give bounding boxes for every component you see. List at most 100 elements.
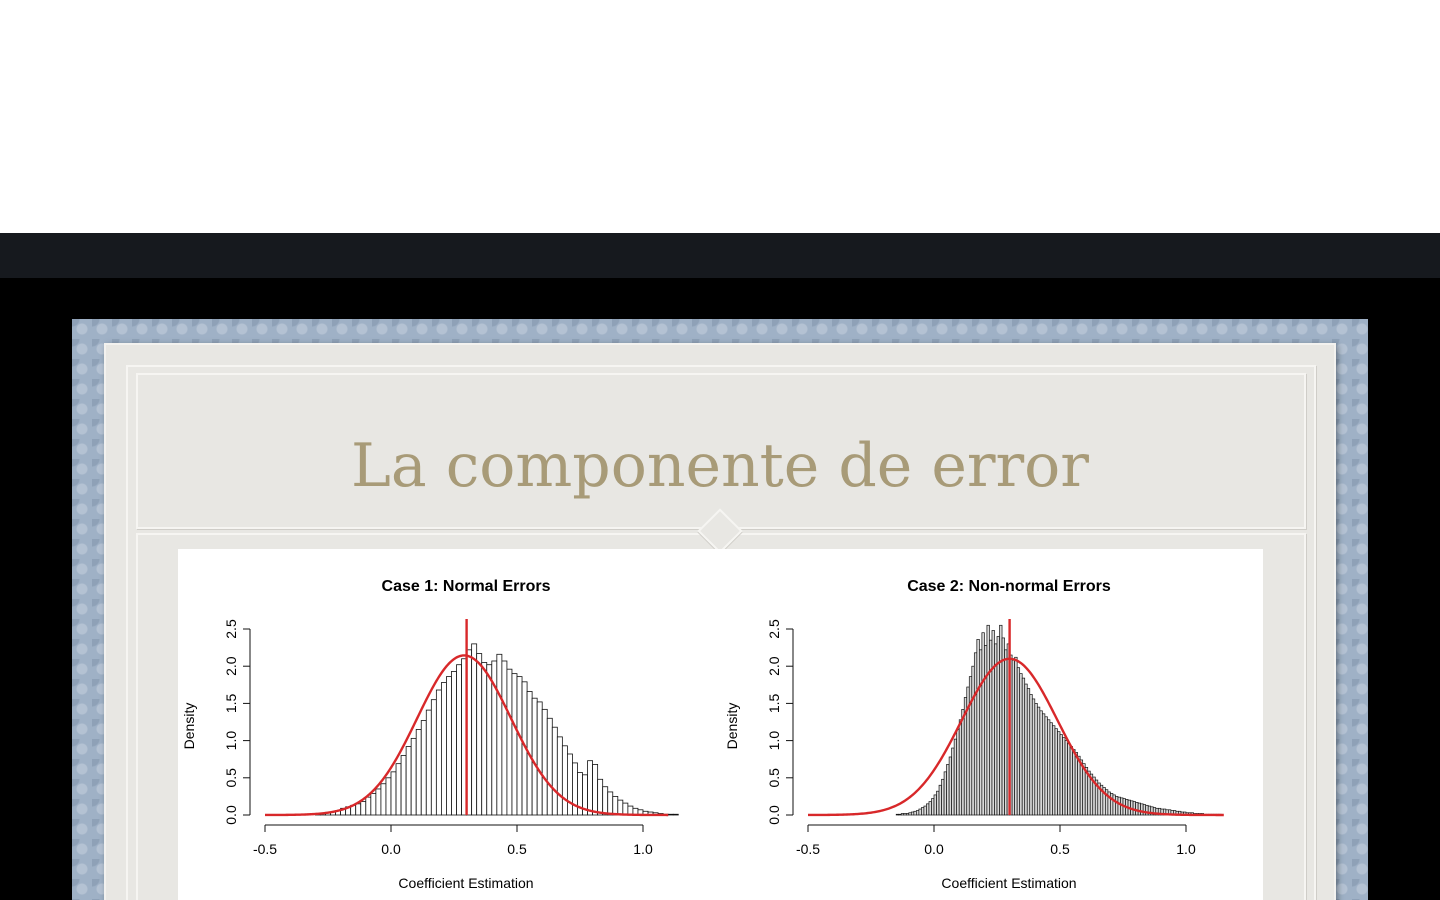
y-tick-label: 1.5 xyxy=(223,693,239,713)
histogram-bar xyxy=(395,763,402,816)
slide-frame xyxy=(126,365,1316,900)
histogram-bar xyxy=(531,697,538,816)
histogram-bar xyxy=(370,793,377,816)
histogram-bar xyxy=(617,799,624,816)
histogram-bar xyxy=(986,624,990,816)
chart-title: Case 1: Normal Errors xyxy=(382,578,551,595)
histogram-bar xyxy=(1140,803,1144,816)
histogram-bar xyxy=(923,805,927,816)
histogram-bar xyxy=(968,676,973,816)
histogram-bar xyxy=(1117,796,1121,816)
histogram-bar xyxy=(971,665,975,816)
histogram-bar xyxy=(516,676,523,816)
histogram-bar xyxy=(385,777,392,816)
histogram-bar xyxy=(400,755,407,816)
histogram-bar xyxy=(405,746,412,816)
histogram-bar xyxy=(587,760,593,816)
histogram-bar xyxy=(981,632,985,816)
histogram-bar xyxy=(476,653,483,816)
histogram-bar xyxy=(1059,734,1063,816)
histogram-bar xyxy=(900,813,905,816)
histogram-bar xyxy=(597,778,604,816)
histogram-bar xyxy=(895,813,900,816)
normal-density-curve xyxy=(808,657,1224,817)
histogram-bar xyxy=(1019,673,1023,816)
y-tick-label: 0.5 xyxy=(766,768,782,788)
y-axis-label: Density xyxy=(724,703,740,750)
histogram-bar xyxy=(976,639,980,816)
histogram-bar xyxy=(446,676,452,816)
histogram-bar xyxy=(511,673,518,816)
histogram-bar xyxy=(918,808,922,816)
histogram-bar xyxy=(471,643,478,816)
histogram-bar xyxy=(1024,683,1028,816)
histogram-bar xyxy=(936,790,940,816)
histogram-bar xyxy=(1069,746,1073,816)
x-tick-label: 1.0 xyxy=(633,841,653,857)
histogram-bar xyxy=(612,795,619,816)
histogram-bar xyxy=(360,801,367,816)
histogram-bar xyxy=(602,786,609,816)
histogram-bar xyxy=(435,689,442,816)
histogram-bar xyxy=(956,729,960,816)
slide: La componente de error Case 1: Normal Er… xyxy=(72,319,1368,900)
histogram-bar xyxy=(1031,698,1036,816)
histogram-bar xyxy=(961,709,965,816)
histogram-bar xyxy=(1115,796,1119,816)
histogram-bar xyxy=(905,813,910,816)
histogram-bar xyxy=(898,813,902,816)
histogram-bar xyxy=(941,778,945,816)
histogram-bar xyxy=(355,803,362,816)
histogram-bar xyxy=(916,810,920,816)
histogram-bar xyxy=(1052,725,1056,816)
histogram-bar xyxy=(1029,694,1033,816)
histogram-bar xyxy=(1067,743,1071,816)
top-whitespace xyxy=(0,0,1440,233)
x-tick-label: 0.5 xyxy=(1050,841,1070,857)
histogram-bar xyxy=(994,643,998,816)
histogram-bar xyxy=(561,745,568,816)
histogram-bar xyxy=(1057,731,1061,816)
x-axis-label: Coefficient Estimation xyxy=(941,875,1076,891)
histogram-bar xyxy=(501,660,508,816)
histogram-bar xyxy=(1112,794,1116,816)
x-tick-label: 0.5 xyxy=(507,841,527,857)
histogram-bar xyxy=(903,813,907,816)
histogram-bar xyxy=(926,803,930,816)
y-tick-label: 1.5 xyxy=(766,693,782,713)
histogram-bar xyxy=(1039,710,1043,816)
histogram-bar xyxy=(456,664,462,816)
histogram-bar xyxy=(556,736,563,816)
histogram-bar xyxy=(425,709,432,816)
histogram-bar xyxy=(908,812,912,816)
histogram-bar xyxy=(667,813,674,816)
y-tick-label: 2.0 xyxy=(223,656,239,676)
y-tick-label: 0.0 xyxy=(766,805,782,825)
histogram-bar xyxy=(953,738,958,816)
histogram-bar xyxy=(536,701,543,816)
histogram-bar xyxy=(672,813,679,816)
histogram-bar xyxy=(1034,703,1038,816)
y-tick-label: 0.5 xyxy=(223,768,239,788)
y-tick-label: 0.0 xyxy=(223,805,239,825)
slide-title: La componente de error xyxy=(351,431,1089,501)
histogram-bar xyxy=(948,756,952,816)
histogram-bar xyxy=(451,671,457,816)
histogram-bar xyxy=(415,729,422,816)
histogram-bar xyxy=(1001,637,1005,816)
histogram-bar xyxy=(973,652,978,816)
histogram-bar xyxy=(1072,749,1076,816)
histogram-bar xyxy=(365,796,372,816)
histogram-bar xyxy=(546,717,553,816)
histogram-bar xyxy=(481,662,488,816)
histogram-bar xyxy=(921,807,925,816)
histogram-bar xyxy=(551,726,558,816)
histogram-bar xyxy=(592,764,599,816)
histogram-bar xyxy=(1054,728,1058,816)
histogram-bar xyxy=(566,753,573,816)
histogram-bar xyxy=(979,649,983,816)
histogram-bar xyxy=(984,645,988,816)
histogram-bar xyxy=(958,719,963,816)
histogram-bar xyxy=(933,794,937,816)
histogram-bar xyxy=(1014,656,1018,816)
